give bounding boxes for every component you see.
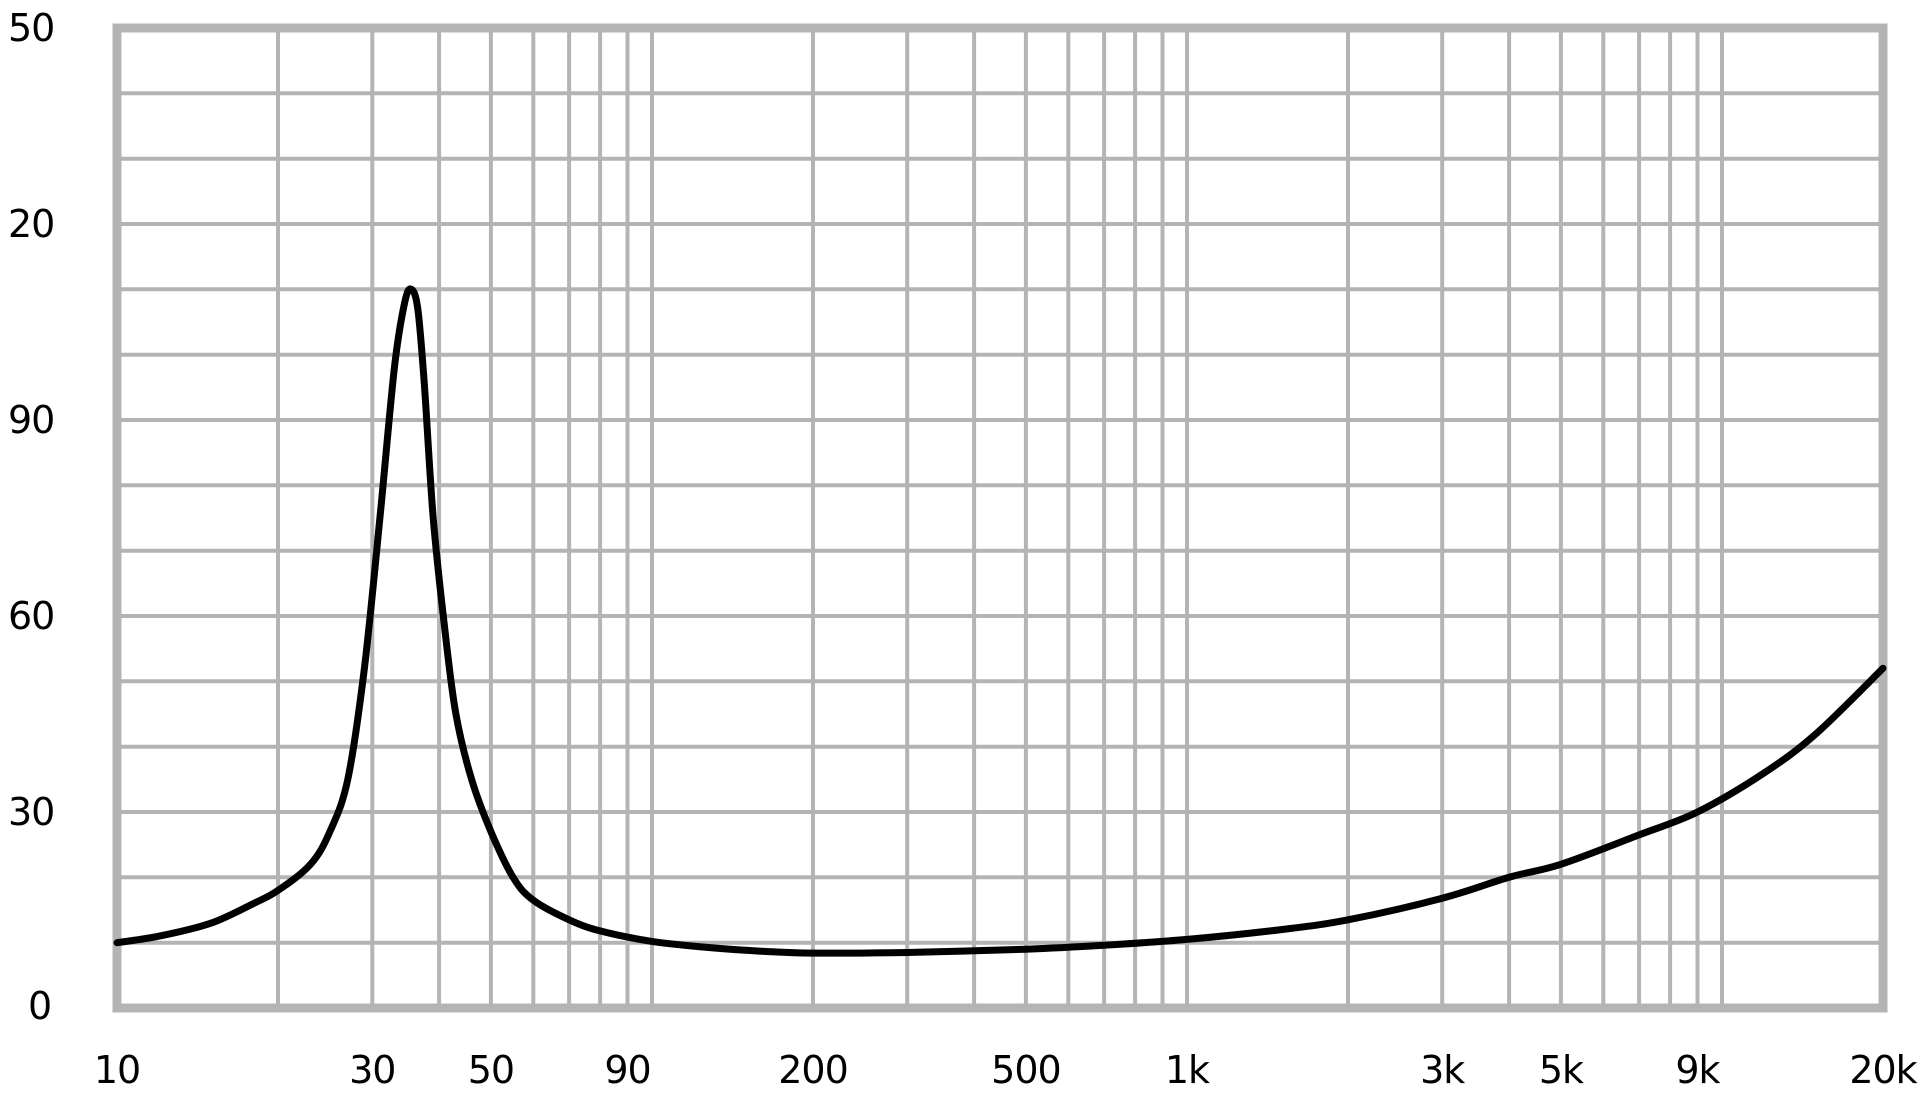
x-tick-label: 3k <box>1420 1048 1465 1092</box>
y-tick-label: 0 <box>28 984 52 1028</box>
x-tick-label: 1k <box>1164 1048 1210 1092</box>
data-curve <box>113 285 1887 957</box>
x-tick-label: 50 <box>467 1048 515 1092</box>
y-tick-label: 20 <box>8 202 55 246</box>
x-tick-label: 500 <box>991 1048 1062 1092</box>
y-tick-label: 90 <box>8 398 55 442</box>
y-tick-label: 60 <box>8 594 55 638</box>
x-tick-label: 30 <box>349 1048 396 1092</box>
y-tick-label: 30 <box>8 790 55 834</box>
x-tick-label: 9k <box>1675 1048 1720 1092</box>
plot-frame <box>112 23 1888 1013</box>
x-tick-label: 20k <box>1849 1048 1917 1092</box>
x-tick-label: 5k <box>1538 1048 1584 1092</box>
vertical-gridlines <box>276 28 1724 1008</box>
y-tick-label: 50 <box>8 6 55 50</box>
horizontal-gridlines <box>117 91 1883 945</box>
x-tick-label: 200 <box>778 1048 849 1092</box>
x-tick-label: 10 <box>93 1048 141 1092</box>
x-tick-label: 90 <box>604 1048 651 1092</box>
